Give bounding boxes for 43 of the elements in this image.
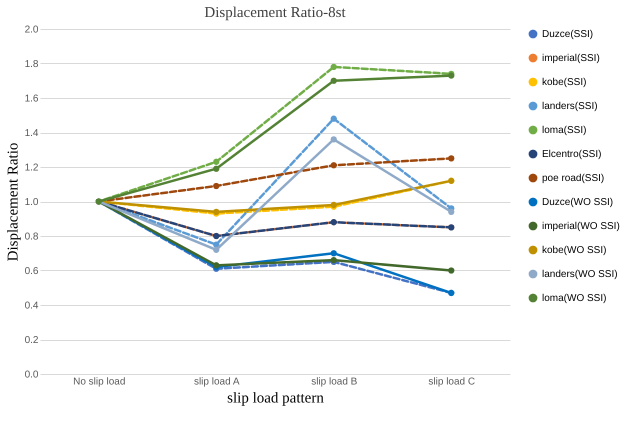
legend-label: landers(WO SSI) [542, 269, 618, 280]
y-tick-label: 0.6 [24, 266, 39, 277]
legend-label: Duzce(WO SSI) [542, 197, 614, 208]
x-tick-label: slip load C [428, 376, 476, 388]
point [213, 182, 220, 190]
y-tick-label: 1.4 [24, 128, 39, 139]
point [213, 166, 220, 172]
chart-title: Displacement Ratio-8st [204, 5, 346, 21]
point [330, 162, 337, 168]
legend-label: Elcentro(SSI) [542, 149, 602, 160]
y-tick-label: 1.6 [24, 94, 39, 104]
y-tick-label: 1.8 [24, 59, 39, 70]
point [213, 158, 220, 165]
point [330, 78, 337, 84]
y-tick-label: 0.0 [24, 370, 39, 380]
point [330, 64, 337, 70]
y-tick-label: 2.0 [24, 24, 39, 36]
y-tick-label: 1.2 [24, 162, 39, 174]
legend-label: kobe(WO SSI) [542, 245, 606, 256]
legend-label: imperial(SSI) [542, 53, 600, 64]
legend-label: landers(SSI) [542, 101, 598, 112]
legend-label: poe road(SSI) [542, 173, 604, 184]
point [330, 116, 337, 122]
point [448, 208, 454, 216]
y-tick-label: 1.0 [24, 197, 39, 208]
legend-label: loma(SSI) [542, 125, 586, 136]
y-tick-label: 0.2 [24, 335, 39, 346]
x-axis-title: slip load pattern [227, 390, 324, 406]
legend-label: kobe(SSI) [542, 77, 586, 88]
y-axis-title: Displacement Ratio [6, 142, 22, 262]
legend-label: Duzce(SSI) [542, 29, 594, 40]
x-tick-label: slip load B [311, 376, 358, 388]
point [330, 250, 337, 256]
legend-label: imperial(WO SSI) [542, 221, 620, 232]
point [213, 246, 220, 253]
point [330, 136, 337, 143]
y-tick-label: 0.8 [24, 232, 39, 242]
x-tick-label: No slip load [73, 376, 126, 388]
point [448, 155, 454, 162]
legend-label: loma(WO SSI) [542, 293, 606, 304]
y-tick-label: 0.4 [24, 300, 39, 312]
point [448, 267, 454, 274]
x-tick-label: slip load A [194, 376, 240, 388]
